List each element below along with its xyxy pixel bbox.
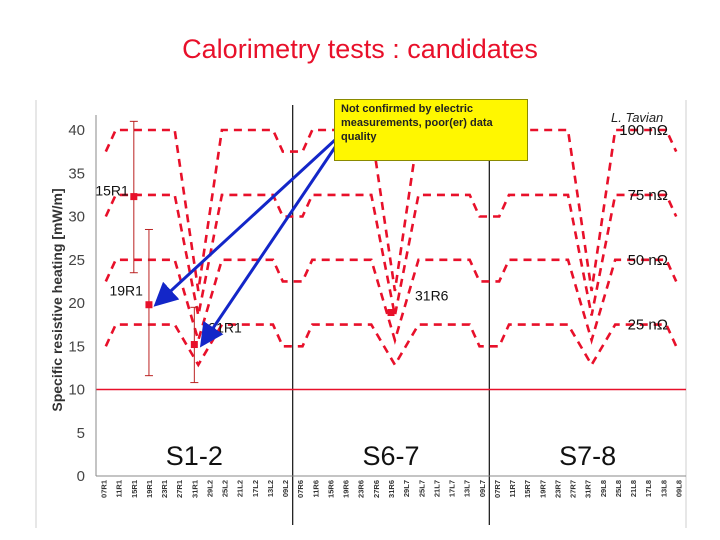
slide-title: Calorimetry tests : candidates <box>182 34 538 64</box>
x-tick-label: 09L8 <box>674 480 683 497</box>
x-tick-label: 15R7 <box>523 480 532 498</box>
author-label: L. Tavian <box>611 110 664 125</box>
x-tick-label: 21L8 <box>629 480 638 497</box>
data-point <box>387 309 395 317</box>
x-axis: 07R1 11R1 15R1 19R1 23R1 27R1 31R1 29L2 25L2 21L2… <box>96 475 686 498</box>
annotation-note: Not confirmed by electric measurements, … <box>334 99 528 161</box>
x-tick-label: 29L7 <box>402 480 411 497</box>
x-tick-label: 11R7 <box>508 480 517 498</box>
x-tick-label: 13L8 <box>659 480 668 497</box>
reference-line-label: 50 nΩ <box>628 252 668 269</box>
y-tick-label: 0 <box>77 468 85 485</box>
grid <box>35 100 687 528</box>
x-tick-label: 21L7 <box>432 480 441 497</box>
x-tick-label: 31R1 <box>190 480 199 498</box>
x-tick-label: 15R1 <box>130 480 139 498</box>
x-tick-label: 23R6 <box>357 480 366 498</box>
x-tick-label: 17L8 <box>644 480 653 497</box>
x-tick-label: 07R1 <box>100 480 109 498</box>
x-tick-label: 19R7 <box>538 480 547 498</box>
reference-line-label: 100 nΩ <box>619 122 668 139</box>
data-point <box>190 341 198 349</box>
x-tick-label: 21L2 <box>236 480 245 497</box>
x-tick-label: 23R7 <box>553 480 562 498</box>
reference-lines <box>104 128 678 368</box>
annotation-arrow <box>153 126 350 307</box>
x-tick-label: 15R6 <box>326 480 335 498</box>
annotation-arrows <box>153 126 350 348</box>
y-tick-label: 40 <box>68 122 85 139</box>
reference-line <box>104 258 678 345</box>
data-point <box>145 301 153 309</box>
y-tick-label: 20 <box>68 295 85 312</box>
sector-label: S1-2 <box>166 441 223 471</box>
y-tick-label: 30 <box>68 209 85 226</box>
x-tick-label: 19R6 <box>342 480 351 498</box>
y-tick-label: 35 <box>68 165 85 182</box>
x-tick-label: 17L7 <box>448 480 457 497</box>
reference-line <box>104 128 678 292</box>
y-axis: 0 5 10 15 20 25 30 35 40 Specific resistive heati… <box>49 115 97 485</box>
x-tick-label: 07R7 <box>493 480 502 498</box>
x-tick-label: 19R1 <box>145 480 154 498</box>
x-tick-label: 09L2 <box>281 480 290 497</box>
x-tick-label: 27R1 <box>175 480 184 498</box>
sector-labels: S1-2 S6-7 S7-8 <box>166 441 616 471</box>
y-tick-label: 15 <box>68 338 85 355</box>
sector-label: S7-8 <box>559 441 616 471</box>
y-tick-label: 25 <box>68 252 85 269</box>
y-tick-label: 5 <box>77 425 85 442</box>
y-tick-label: 10 <box>68 382 85 399</box>
annotation-arrow <box>199 127 350 348</box>
x-tick-label: 25L2 <box>221 480 230 497</box>
reference-line-label: 25 nΩ <box>628 317 668 334</box>
x-tick-label: 07R6 <box>296 480 305 498</box>
y-axis-title: Specific resistive heating [mW/m] <box>49 188 65 411</box>
data-point-label: 31R6 <box>415 288 449 304</box>
x-tick-label: 13L7 <box>463 480 472 497</box>
reference-line-labels: 100 nΩ 75 nΩ 50 nΩ 25 nΩ <box>619 122 668 334</box>
reference-line <box>104 193 678 316</box>
x-tick-label: 11R6 <box>311 480 320 498</box>
x-tick-label: 27R7 <box>569 480 578 498</box>
data-point-label: 15R1 <box>95 183 129 199</box>
reference-line-label: 75 nΩ <box>628 187 668 204</box>
x-tick-label: 31R6 <box>387 480 396 498</box>
sector-label: S6-7 <box>362 441 419 471</box>
x-tick-label: 29L2 <box>205 480 214 497</box>
x-tick-label: 11R1 <box>115 480 124 498</box>
x-tick-label: 13L2 <box>266 480 275 497</box>
x-tick-label: 27R6 <box>372 480 381 498</box>
x-tick-label: 09L7 <box>478 480 487 497</box>
x-tick-label: 25L7 <box>417 480 426 497</box>
reference-line <box>104 323 678 368</box>
x-tick-label: 23R1 <box>160 480 169 498</box>
x-tick-label: 17L2 <box>251 480 260 497</box>
x-tick-label: 29L8 <box>599 480 608 497</box>
data-point <box>130 193 138 201</box>
x-tick-label: 31R7 <box>584 480 593 498</box>
x-tick-label: 25L8 <box>614 480 623 497</box>
data-point-label: 19R1 <box>109 283 143 299</box>
